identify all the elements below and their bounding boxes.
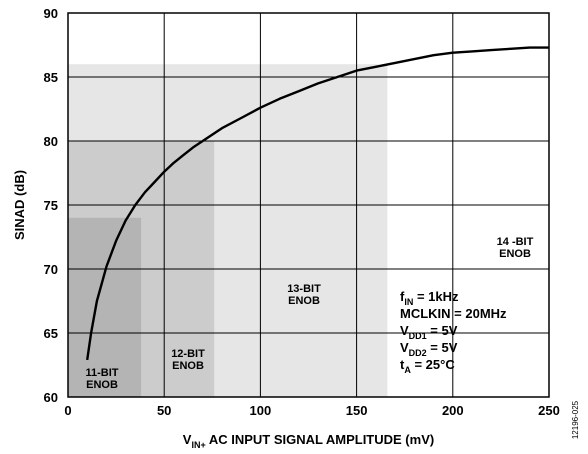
y-tick-label-2: 70 bbox=[44, 262, 58, 277]
region-label-1: 13-BIT ENOB bbox=[287, 283, 321, 307]
condition-line-0: fIN = 1kHz bbox=[400, 289, 459, 307]
x-tick-label-4: 200 bbox=[442, 403, 464, 418]
x-axis-title-main: V bbox=[183, 432, 192, 447]
series-layer bbox=[86, 46, 549, 361]
series-line-0 bbox=[86, 46, 549, 361]
region-labels: 14 -BIT ENOB 13-BIT ENOB 12-BIT ENOB 11-BIT ENO… bbox=[85, 236, 533, 391]
x-tick-label-3: 150 bbox=[346, 403, 368, 418]
x-tick-label-5: 250 bbox=[538, 403, 560, 418]
condition-line-2: VDD1 = 5V bbox=[400, 323, 458, 341]
x-tick-label-1: 50 bbox=[157, 403, 171, 418]
x-tick-label-2: 100 bbox=[250, 403, 272, 418]
x-axis-title-rest: AC INPUT SIGNAL AMPLITUDE (mV) bbox=[206, 432, 434, 447]
grid bbox=[68, 13, 549, 397]
y-axis-title: SINAD (dB) bbox=[12, 170, 27, 240]
y-tick-label-6: 90 bbox=[44, 6, 58, 21]
x-tick-label-0: 0 bbox=[64, 403, 71, 418]
y-tick-label-5: 85 bbox=[44, 70, 58, 85]
plot-frame bbox=[67, 12, 550, 398]
region-label-0: 14 -BIT ENOB bbox=[497, 236, 534, 260]
region-label-2: 12-BIT ENOB bbox=[171, 348, 205, 372]
x-axis-title: VIN+ AC INPUT SIGNAL AMPLITUDE (mV) bbox=[183, 432, 434, 450]
condition-line-1: MCLKIN = 20MHz bbox=[400, 306, 507, 321]
enob-region-3 bbox=[68, 217, 142, 397]
region-label-3: 11-BIT ENOB bbox=[85, 367, 118, 391]
y-tick-label-4: 80 bbox=[44, 134, 58, 149]
tick-labels: 0 50 100 150 200 250 60 65 70 75 80 85 90 bbox=[44, 6, 560, 418]
figure-id: 12196-025 bbox=[571, 400, 580, 439]
condition-line-4: tA = 25°C bbox=[400, 357, 455, 375]
x-axis-title-sub: IN+ bbox=[191, 440, 205, 450]
y-tick-label-0: 60 bbox=[44, 390, 58, 405]
y-tick-label-3: 75 bbox=[44, 198, 58, 213]
y-tick-label-1: 65 bbox=[44, 326, 58, 341]
condition-line-3: VDD2 = 5V bbox=[400, 340, 458, 358]
